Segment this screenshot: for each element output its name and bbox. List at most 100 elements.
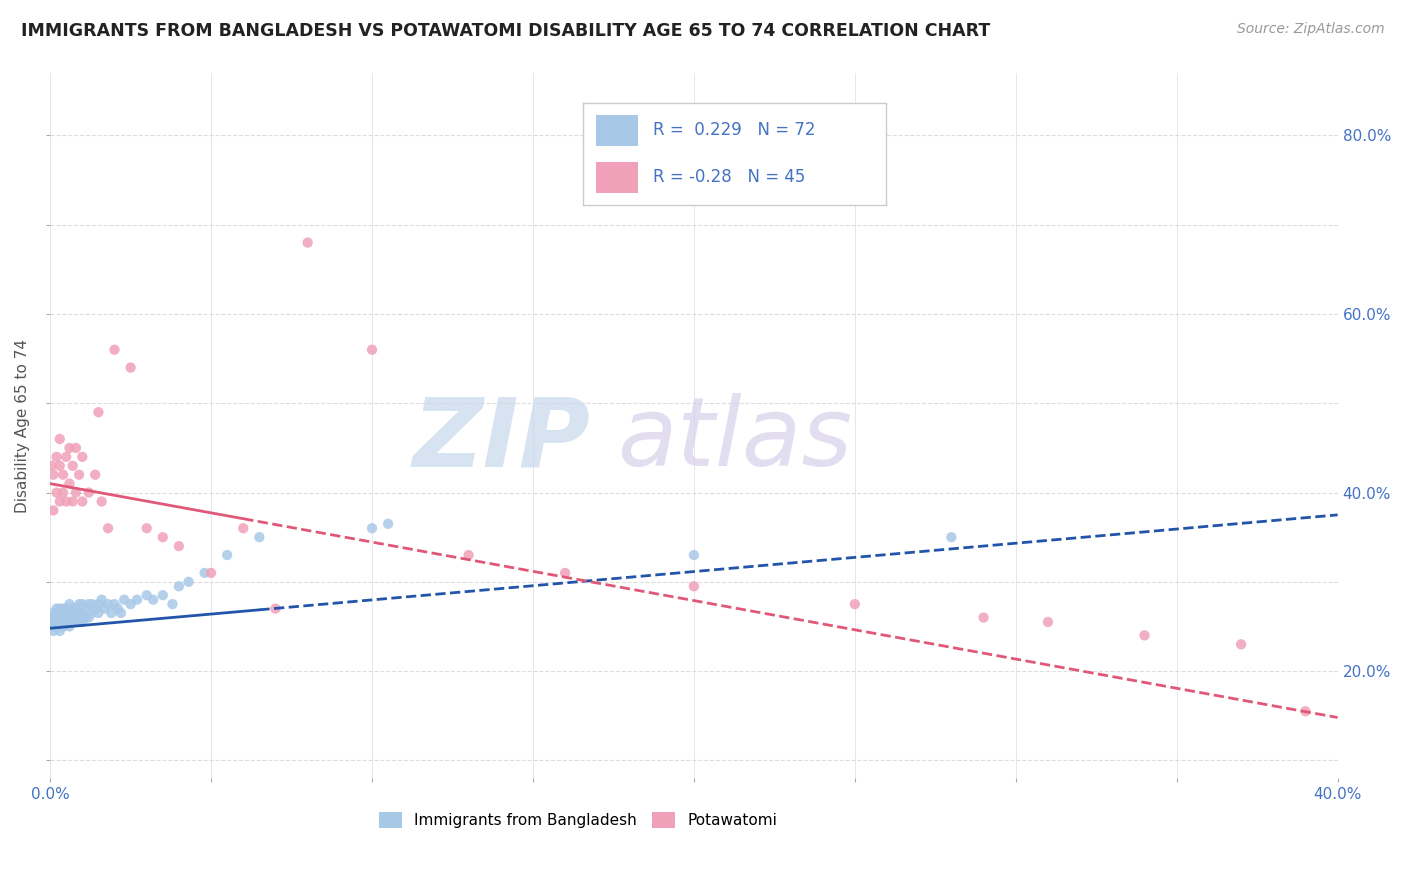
Point [87, 597, 110, 611]
Point [65, 485, 87, 500]
Point [52, 606, 75, 620]
Bar [596, 162, 638, 193]
Text: R = -0.28   N = 45: R = -0.28 N = 45 [652, 169, 806, 186]
Point [65, 601, 87, 615]
Point [49, 610, 72, 624]
Point [42, 606, 65, 620]
Point [554, 566, 576, 580]
Point [217, 548, 239, 562]
Point [77, 485, 100, 500]
Y-axis label: Disability Age 65 to 74: Disability Age 65 to 74 [15, 339, 30, 513]
Point [177, 574, 200, 589]
Point [49, 458, 72, 473]
Point [973, 610, 995, 624]
Point [72, 615, 94, 629]
Point [72, 450, 94, 464]
Point [49, 606, 72, 620]
Point [77, 597, 100, 611]
Point [42, 503, 65, 517]
Text: ZIP: ZIP [413, 393, 591, 486]
Point [77, 610, 100, 624]
Point [80, 597, 103, 611]
Point [135, 588, 157, 602]
Point [1133, 628, 1156, 642]
Point [100, 606, 122, 620]
Point [120, 597, 142, 611]
Point [72, 494, 94, 508]
Point [297, 235, 319, 250]
Point [58, 615, 80, 629]
Point [90, 494, 112, 508]
Point [52, 601, 75, 615]
Point [87, 606, 110, 620]
Point [65, 610, 87, 624]
Point [125, 592, 148, 607]
Point [167, 539, 190, 553]
Point [67, 467, 90, 482]
Point [152, 530, 174, 544]
Point [52, 619, 75, 633]
Point [55, 450, 77, 464]
Point [45, 485, 67, 500]
Point [62, 494, 84, 508]
Point [80, 606, 103, 620]
Point [232, 521, 254, 535]
Point [87, 405, 110, 419]
Point [84, 601, 107, 615]
Point [97, 597, 120, 611]
Point [84, 467, 107, 482]
Point [52, 485, 75, 500]
Point [72, 597, 94, 611]
Point [58, 619, 80, 633]
Point [457, 548, 479, 562]
Point [49, 615, 72, 629]
Point [200, 566, 222, 580]
Point [55, 601, 77, 615]
Point [55, 610, 77, 624]
Point [45, 601, 67, 615]
Point [1294, 704, 1316, 718]
Point [58, 606, 80, 620]
Text: R =  0.229   N = 72: R = 0.229 N = 72 [652, 121, 815, 139]
Text: atlas: atlas [617, 393, 852, 486]
Point [45, 619, 67, 633]
Point [683, 548, 706, 562]
Point [107, 601, 129, 615]
Point [58, 597, 80, 611]
Point [94, 601, 117, 615]
Point [55, 606, 77, 620]
Point [103, 343, 125, 357]
Point [58, 441, 80, 455]
Point [49, 494, 72, 508]
Point [42, 467, 65, 482]
Point [90, 592, 112, 607]
Point [41, 458, 63, 473]
Point [361, 521, 384, 535]
Bar [596, 115, 638, 145]
Point [62, 458, 84, 473]
Point [45, 610, 67, 624]
Point [72, 606, 94, 620]
Point [65, 441, 87, 455]
Point [247, 530, 270, 544]
Point [194, 566, 217, 580]
Point [62, 610, 84, 624]
Point [42, 610, 65, 624]
Point [55, 494, 77, 508]
Point [46, 615, 69, 629]
Point [67, 606, 90, 620]
Point [49, 432, 72, 446]
Point [361, 343, 384, 357]
Point [844, 597, 866, 611]
Point [167, 579, 190, 593]
Point [67, 615, 90, 629]
Point [97, 521, 120, 535]
Point [58, 476, 80, 491]
Point [112, 592, 135, 607]
Point [44, 615, 66, 629]
Point [52, 467, 75, 482]
Point [377, 516, 399, 531]
Point [162, 597, 184, 611]
Point [75, 610, 97, 624]
Point [683, 579, 706, 593]
